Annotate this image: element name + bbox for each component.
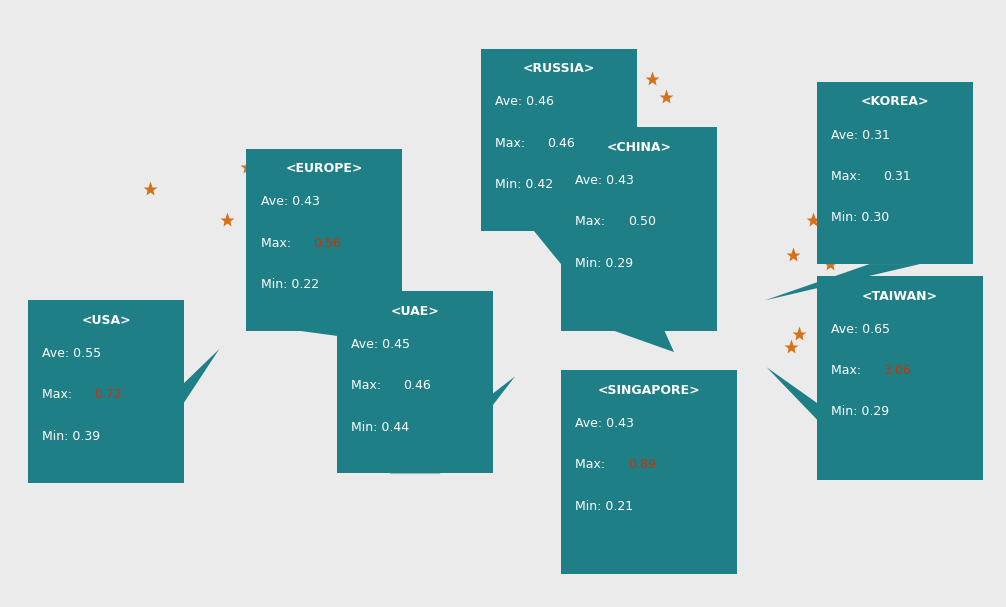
Text: <KOREA>: <KOREA> bbox=[860, 95, 930, 108]
Text: Min: 0.21: Min: 0.21 bbox=[575, 500, 634, 512]
Text: Min: 0.29: Min: 0.29 bbox=[831, 405, 889, 418]
Text: <UAE>: <UAE> bbox=[390, 305, 440, 317]
FancyBboxPatch shape bbox=[481, 49, 637, 231]
Text: Ave: 0.55: Ave: 0.55 bbox=[42, 347, 102, 360]
Text: Max:: Max: bbox=[575, 458, 610, 471]
Text: 0.50: 0.50 bbox=[628, 215, 656, 228]
FancyBboxPatch shape bbox=[246, 149, 402, 331]
Text: 0.46: 0.46 bbox=[547, 137, 575, 149]
Text: <CHINA>: <CHINA> bbox=[607, 141, 672, 154]
Text: Min: 0.42: Min: 0.42 bbox=[495, 178, 553, 191]
Polygon shape bbox=[389, 376, 515, 473]
Polygon shape bbox=[614, 331, 674, 352]
FancyBboxPatch shape bbox=[561, 370, 737, 574]
Text: Ave: 0.46: Ave: 0.46 bbox=[495, 95, 554, 108]
Text: <USA>: <USA> bbox=[81, 314, 131, 327]
Text: Ave: 0.31: Ave: 0.31 bbox=[831, 129, 890, 141]
Polygon shape bbox=[80, 349, 219, 483]
Text: <EUROPE>: <EUROPE> bbox=[286, 162, 363, 175]
Text: <SINGAPORE>: <SINGAPORE> bbox=[598, 384, 701, 396]
Text: Max:: Max: bbox=[495, 137, 529, 149]
Text: 0.46: 0.46 bbox=[403, 379, 432, 392]
Polygon shape bbox=[299, 331, 389, 343]
Text: 3.06: 3.06 bbox=[883, 364, 911, 377]
Text: Min: 0.44: Min: 0.44 bbox=[351, 421, 409, 433]
FancyBboxPatch shape bbox=[28, 300, 184, 483]
Text: Min: 0.29: Min: 0.29 bbox=[575, 257, 634, 270]
Text: Max:: Max: bbox=[831, 364, 865, 377]
Text: Ave: 0.45: Ave: 0.45 bbox=[351, 338, 410, 351]
Polygon shape bbox=[533, 231, 583, 274]
Text: Min: 0.39: Min: 0.39 bbox=[42, 430, 101, 443]
Polygon shape bbox=[765, 264, 919, 300]
Text: <RUSSIA>: <RUSSIA> bbox=[523, 62, 595, 75]
Text: Max:: Max: bbox=[831, 170, 865, 183]
Text: Ave: 0.43: Ave: 0.43 bbox=[261, 195, 320, 208]
Text: 0.89: 0.89 bbox=[628, 458, 656, 471]
Text: Ave: 0.65: Ave: 0.65 bbox=[831, 323, 890, 336]
FancyBboxPatch shape bbox=[817, 276, 983, 480]
FancyBboxPatch shape bbox=[817, 82, 973, 264]
Polygon shape bbox=[767, 367, 926, 480]
FancyBboxPatch shape bbox=[337, 291, 493, 473]
Text: Ave: 0.43: Ave: 0.43 bbox=[575, 417, 635, 430]
Text: Min: 0.22: Min: 0.22 bbox=[261, 278, 319, 291]
Polygon shape bbox=[624, 419, 676, 574]
FancyBboxPatch shape bbox=[561, 127, 717, 331]
Text: 0.56: 0.56 bbox=[313, 237, 341, 249]
Text: 0.31: 0.31 bbox=[883, 170, 911, 183]
Text: Max:: Max: bbox=[351, 379, 385, 392]
Text: <TAIWAN>: <TAIWAN> bbox=[862, 290, 938, 302]
Text: Ave: 0.43: Ave: 0.43 bbox=[575, 174, 635, 187]
Text: Min: 0.30: Min: 0.30 bbox=[831, 211, 889, 224]
Text: Max:: Max: bbox=[575, 215, 610, 228]
Text: Max:: Max: bbox=[261, 237, 295, 249]
Text: 0.72: 0.72 bbox=[95, 388, 123, 401]
Text: Max:: Max: bbox=[42, 388, 76, 401]
